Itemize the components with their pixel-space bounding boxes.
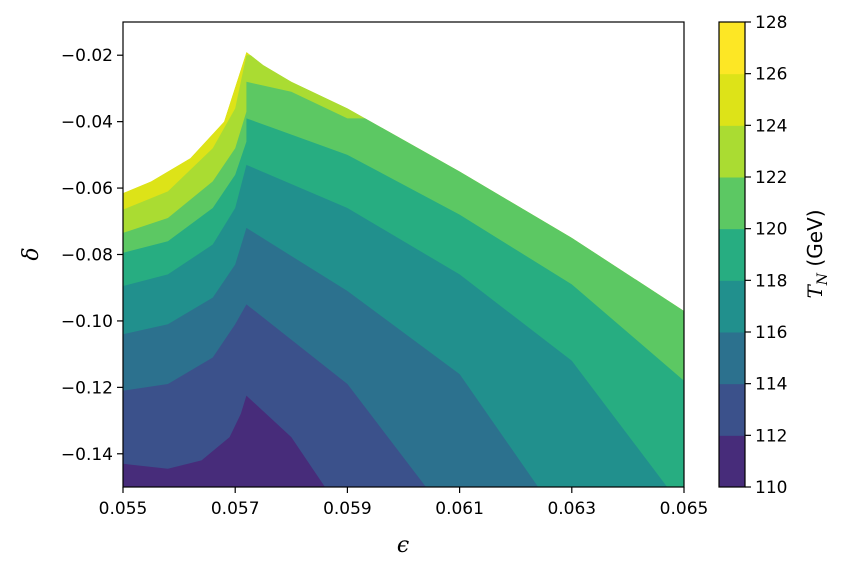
- y-tick-label: −0.04: [61, 113, 113, 133]
- x-tick-label: 0.065: [660, 499, 709, 519]
- colorbar-tick-label: 110: [755, 478, 787, 498]
- x-tick-label: 0.063: [547, 499, 596, 519]
- colorbar-band-126: [719, 22, 745, 75]
- x-tick-label: 0.061: [435, 499, 484, 519]
- colorbar-tick-label: 122: [755, 168, 787, 188]
- colorbar-tick-label: 120: [755, 220, 787, 240]
- colorbar-label: TN (GeV): [803, 209, 831, 298]
- colorbar-label-unit: (GeV): [803, 209, 827, 272]
- x-axis-label: ϵ: [397, 533, 409, 558]
- colorbar: 110 112 114 116 118 120 122 124 126 128: [718, 13, 787, 498]
- colorbar-tick-label: 126: [755, 65, 787, 85]
- colorbar-tick-label: 124: [755, 116, 787, 136]
- colorbar-tick-label: 116: [755, 323, 787, 343]
- colorbar-band-120: [719, 177, 745, 230]
- axes: 0.055 0.057 0.059 0.061 0.063 0.065 −0.02 −0.04…: [61, 21, 709, 519]
- colorbar-tick-label: 118: [755, 271, 787, 291]
- colorbar-tick-label: 128: [755, 13, 787, 33]
- contour-band-below-112: [123, 395, 325, 487]
- colorbar-band-122: [719, 125, 745, 178]
- colorbar-tick-label: 114: [755, 375, 787, 395]
- y-tick-label: −0.02: [61, 46, 113, 66]
- contour-fills: [123, 51, 684, 488]
- y-tick-label: −0.08: [61, 246, 113, 266]
- colorbar-tick-label: 112: [755, 426, 787, 446]
- colorbar-band-110: [719, 435, 745, 488]
- colorbar-label-sub: N: [815, 272, 831, 286]
- x-tick-label: 0.057: [211, 499, 260, 519]
- x-tick-label: 0.059: [323, 499, 372, 519]
- colorbar-band-124: [719, 73, 745, 126]
- x-tick-label: 0.055: [99, 499, 148, 519]
- colorbar-band-112: [719, 383, 745, 436]
- contour-band-below-114: [123, 304, 426, 487]
- y-tick-label: −0.06: [61, 179, 113, 199]
- colorbar-band-116: [719, 280, 745, 333]
- colorbar-band-114: [719, 332, 745, 385]
- colorbar-band-118: [719, 228, 745, 281]
- plot-area: [123, 51, 684, 488]
- y-tick-label: −0.14: [61, 445, 113, 465]
- y-tick-label: −0.10: [61, 312, 113, 332]
- colorbar-label-main: T: [803, 284, 827, 299]
- colorbar-frame: [718, 21, 746, 488]
- y-axis-label: δ: [19, 247, 44, 260]
- y-tick-label: −0.12: [61, 378, 113, 398]
